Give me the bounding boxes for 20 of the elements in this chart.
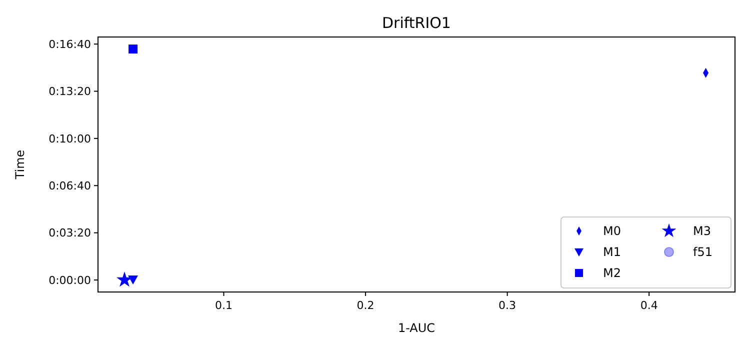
- y-tick-label: 0:00:00: [48, 274, 91, 287]
- x-tick-label: 0.3: [498, 299, 516, 312]
- y-tick-label: 0:13:20: [48, 85, 91, 98]
- legend-label: M3: [693, 224, 711, 238]
- legend-label: M1: [603, 245, 621, 260]
- legend-label: f51: [693, 245, 712, 260]
- x-axis-title: 1-AUC: [398, 321, 436, 335]
- y-tick-label: 0:06:40: [48, 179, 91, 192]
- x-tick-label: 0.4: [640, 299, 658, 312]
- legend-label: M0: [603, 224, 621, 238]
- chart-title: DriftRIO1: [382, 14, 451, 32]
- x-tick-label: 0.1: [215, 299, 233, 312]
- point: [128, 44, 138, 54]
- point: [128, 276, 138, 284]
- y-tick-label: 0:03:20: [48, 226, 91, 240]
- y-tick-label: 0:10:00: [48, 132, 91, 146]
- y-tick-label: 0:16:40: [48, 38, 91, 51]
- legend-label: M2: [603, 266, 621, 280]
- y-axis-title: Time: [13, 150, 27, 180]
- x-tick-label: 0.2: [356, 299, 374, 312]
